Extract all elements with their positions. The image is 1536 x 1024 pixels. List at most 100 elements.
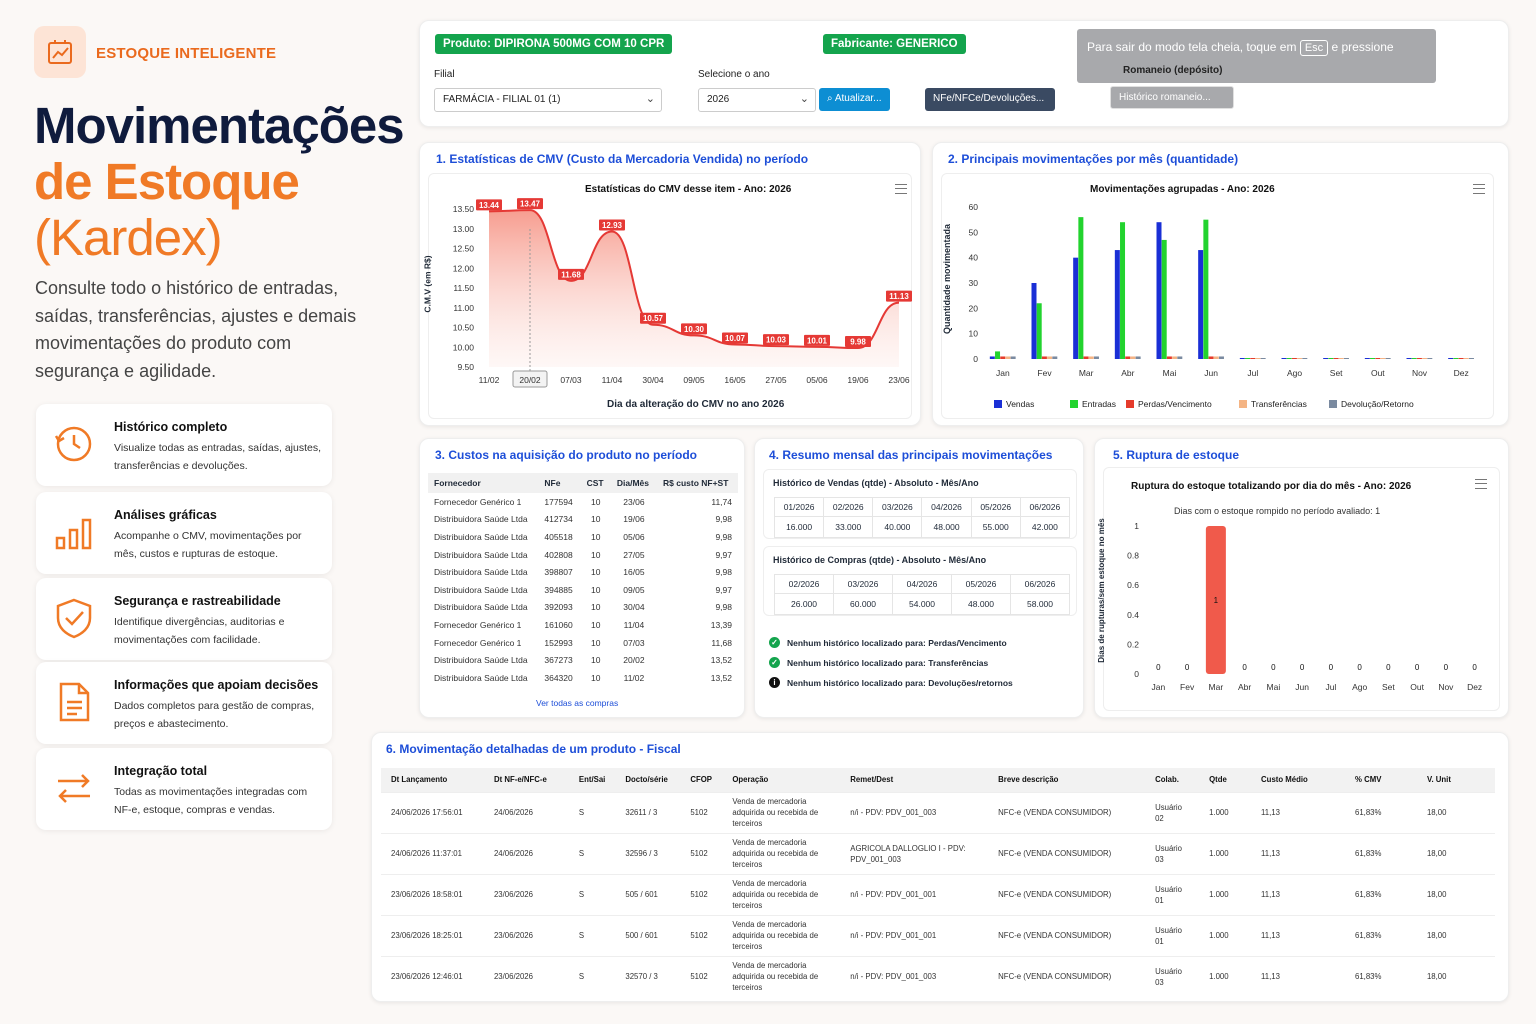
table-cell: n/i - PDV: PDV_001_001	[840, 873, 989, 915]
bar-Vendas	[1073, 257, 1079, 359]
ver-compras-link[interactable]: Ver todas as compras	[536, 698, 619, 708]
x-tick-label: Out	[1410, 682, 1424, 692]
table-cell: 10	[590, 672, 601, 683]
data-label: 13.47	[520, 200, 541, 209]
historico-romaneio-button[interactable]: Histórico romaneio...	[1110, 86, 1234, 109]
table-row[interactable]: 23/06/2026 18:25:01 23/06/2026 S 500 / 601 5…	[381, 914, 1495, 956]
bar-Vendas	[1156, 222, 1162, 359]
month-header: 02/2026	[823, 497, 874, 517]
column-header: Dia/Mês	[610, 473, 657, 493]
bar-Transferências	[1088, 356, 1094, 359]
custos-table: Fornecedor NFe CST Dia/Mês R$ custo NF+ST For…	[428, 473, 738, 687]
month-header: 06/2026	[1010, 574, 1070, 594]
table-cell: 9,97	[715, 584, 732, 595]
bar-Transferências	[1422, 358, 1428, 359]
table-cell: 1.000	[1199, 955, 1252, 997]
table-cell: 505 / 601	[615, 873, 681, 915]
data-label-bg	[763, 334, 789, 346]
table-cell: 5102	[680, 832, 723, 874]
cmv-ylabel: C.M.V (em R$)	[422, 255, 433, 313]
table-cell: 11/02	[623, 672, 645, 683]
compras-table: 02/2026 03/2026 04/2026 05/2026 06/2026 26.00…	[774, 574, 1070, 615]
bar-value-label: 0	[1329, 663, 1334, 672]
month-value: 33.000	[823, 516, 874, 538]
x-tick-label: Set	[1330, 368, 1343, 378]
feature-card: Histórico completo Visualize todas as ent…	[36, 404, 332, 486]
data-label: 12.93	[602, 221, 623, 230]
x-tick-label: 20/02	[519, 375, 541, 385]
atualizar-button[interactable]: ⌕ Atualizar...	[819, 88, 890, 111]
compras-title: Histórico de Compras (qtde) - Absoluto -…	[773, 555, 987, 565]
x-tick-label: Ago	[1352, 682, 1367, 692]
table-row[interactable]: 23/06/2026 18:58:01 23/06/2026 S 505 / 601 5…	[381, 873, 1495, 915]
bar-value-label: 0	[1444, 663, 1449, 672]
table-cell: 10	[590, 567, 601, 578]
chart-menu-icon[interactable]	[1475, 479, 1487, 489]
table-cell: Distribuidora Saúde Ltda	[434, 567, 528, 578]
bar-Devolução/Retorno	[1385, 358, 1391, 359]
filial-select[interactable]: FARMÁCIA - FILIAL 01 (1) ⌄	[434, 88, 662, 112]
legend-label: Perdas/Vencimento	[1138, 399, 1212, 409]
title-line3: (Kardex)	[34, 209, 223, 266]
table-cell: Distribuidora Saúde Ltda	[434, 531, 528, 542]
column-header: Colab.	[1145, 768, 1200, 792]
fullscreen-pre: Para sair do modo tela cheia, toque em	[1087, 40, 1297, 54]
bar-Entradas	[1036, 303, 1042, 359]
table-cell: 18,00	[1416, 832, 1495, 874]
table-cell: Distribuidora Saúde Ltda	[434, 514, 528, 525]
section-fiscal-title: 6. Movimentação detalhadas de um produto…	[386, 742, 681, 756]
column-header: V. Unit	[1416, 768, 1495, 792]
ruptura-ylabel: Dias de rupturas/sem estoque no mês	[1096, 518, 1106, 663]
ruptura-chart-title: Ruptura do estoque totalizando por dia d…	[1131, 481, 1412, 492]
x-tick-label: Ago	[1287, 368, 1302, 378]
table-row: Fornecedor Genérico 1 152993 10 07/03 11,68	[428, 634, 738, 652]
table-cell: 10	[590, 655, 601, 666]
table-cell: 1.000	[1199, 832, 1252, 874]
bar-Transferências	[1172, 356, 1178, 359]
summary-header-row: 02/2026 03/2026 04/2026 05/2026 06/2026	[774, 574, 1070, 594]
romaneio-label: Romaneio (depósito)	[1123, 65, 1223, 76]
bar-Entradas	[1120, 222, 1126, 359]
chart-menu-icon[interactable]	[895, 184, 907, 194]
nfe-button[interactable]: NFe/NFCe/Devoluções...	[925, 88, 1055, 111]
table-cell: 05/06	[623, 531, 645, 542]
table-cell: 07/03	[623, 637, 645, 648]
summary-value-row: 16.000 33.000 40.000 48.000 55.000 42.000	[773, 516, 1071, 538]
ano-value: 2026	[707, 94, 730, 105]
filial-label: Filial	[434, 69, 455, 80]
bar-Vendas	[1448, 358, 1454, 359]
table-cell: 13,52	[710, 655, 732, 666]
ano-select[interactable]: 2026 ⌄	[698, 88, 816, 112]
month-header: 03/2026	[833, 574, 893, 594]
chart-menu-icon[interactable]	[1473, 184, 1485, 194]
column-header: Fornecedor	[428, 473, 539, 493]
data-label: 11.68	[561, 270, 581, 279]
table-cell: n/i - PDV: PDV_001_003	[840, 791, 989, 833]
section-ruptura-title: 5. Ruptura de estoque	[1113, 448, 1240, 462]
notes-list: ✓ Nenhum histórico localizado para: Perda…	[769, 637, 1013, 697]
feature-title: Informações que apoiam decisões	[114, 678, 319, 692]
table-cell: Usuário 03	[1145, 955, 1200, 997]
table-cell: Fornecedor Genérico 1	[434, 637, 522, 648]
y-tick-label: 0.2	[1127, 639, 1139, 649]
table-cell: S	[568, 873, 616, 915]
table-cell: Venda de mercadoria adquirida ou recebid…	[722, 873, 841, 915]
bar-Entradas	[1286, 358, 1292, 359]
x-tick-label: Abr	[1238, 682, 1251, 692]
y-tick-label: 13.50	[453, 204, 475, 214]
section-custos: 3. Custos na aquisição do produto no per…	[419, 438, 745, 718]
x-tick-label: 30/04	[642, 375, 664, 385]
title-line2: de Estoque	[34, 153, 300, 210]
section-cmv: 1. Estatísticas de CMV (Custo da Mercado…	[419, 142, 921, 426]
bar-value-label: 1	[1214, 596, 1219, 605]
table-cell: 24/06/2026	[483, 832, 569, 874]
table-cell: n/i - PDV: PDV_001_003	[840, 955, 989, 997]
y-tick-label: 1	[1134, 521, 1139, 531]
month-value: 40.000	[872, 516, 923, 538]
table-cell: 24/06/2026	[483, 791, 569, 833]
data-label-bg	[476, 199, 502, 211]
feature-desc: Dados completos para gestão de compras, …	[114, 700, 315, 730]
